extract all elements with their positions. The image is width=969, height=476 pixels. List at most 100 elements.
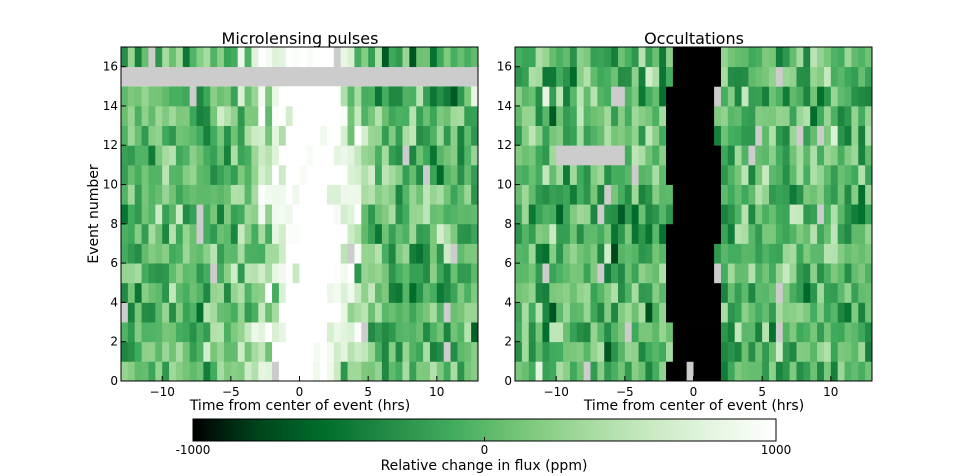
heatmap-cell xyxy=(762,341,770,362)
heatmap-cell xyxy=(734,361,742,382)
heatmap-cell xyxy=(830,341,839,362)
heatmap-cell xyxy=(450,223,458,244)
heatmap-cell xyxy=(611,66,619,87)
heatmap-cell xyxy=(803,223,811,244)
heatmap-cell xyxy=(741,66,749,87)
heatmap-cell xyxy=(203,125,211,146)
heatmap-cell xyxy=(624,223,633,244)
heatmap-cell xyxy=(528,361,536,382)
heatmap-cell xyxy=(409,164,417,185)
heatmap-cell xyxy=(769,302,777,323)
heatmap-cell xyxy=(714,164,722,185)
heatmap-cell xyxy=(121,341,129,362)
heatmap-cell xyxy=(769,282,777,303)
heatmap-cell xyxy=(381,105,390,126)
heatmap-cell xyxy=(464,263,472,284)
heatmap-cell xyxy=(700,341,708,362)
heatmap-cell xyxy=(175,282,184,303)
heatmap-cell xyxy=(515,125,523,146)
heatmap-cell xyxy=(727,223,736,244)
heatmap-cell xyxy=(217,341,225,362)
heatmap-cell xyxy=(450,125,458,146)
heatmap-cell xyxy=(542,204,550,225)
heatmap-cell xyxy=(762,164,770,185)
heatmap-cell xyxy=(169,282,177,303)
heatmap-cell xyxy=(127,243,136,264)
heatmap-cell xyxy=(306,322,314,343)
heatmap-cell xyxy=(299,204,307,225)
heatmap-cell xyxy=(810,105,818,126)
heatmap-cell xyxy=(563,125,571,146)
heatmap-cell xyxy=(189,282,197,303)
heatmap-cell xyxy=(659,223,667,244)
heatmap-cell xyxy=(542,282,550,303)
heatmap-cell xyxy=(272,223,280,244)
heatmap-cell xyxy=(782,263,791,284)
y-tick-label: 10 xyxy=(497,178,512,192)
heatmap-cell xyxy=(638,145,646,166)
heatmap-cell xyxy=(361,223,369,244)
heatmap-cell xyxy=(361,361,369,382)
heatmap-cell xyxy=(741,322,749,343)
heatmap-cell xyxy=(306,204,314,225)
heatmap-cell xyxy=(299,86,307,107)
heatmap-cell xyxy=(436,125,445,146)
heatmap-cell xyxy=(583,164,591,185)
heatmap-cell xyxy=(549,302,557,323)
heatmap-cell xyxy=(299,361,307,382)
heatmap-cell xyxy=(693,302,701,323)
heatmap-cell xyxy=(679,223,688,244)
heatmap-cell xyxy=(597,204,605,225)
heatmap-cell xyxy=(666,243,674,264)
heatmap-cell xyxy=(237,322,245,343)
heatmap-cell xyxy=(121,145,129,166)
heatmap-cell xyxy=(278,282,287,303)
heatmap-cell xyxy=(817,341,825,362)
heatmap-cell xyxy=(638,223,646,244)
heatmap-cell xyxy=(549,223,557,244)
heatmap-cell xyxy=(237,243,245,264)
heatmap-cell xyxy=(727,86,736,107)
heatmap-cell xyxy=(361,47,369,68)
heatmap-cell xyxy=(700,47,708,68)
heatmap-cell xyxy=(251,341,259,362)
heatmap-cell xyxy=(844,204,852,225)
heatmap-cell xyxy=(707,322,715,343)
heatmap-cell xyxy=(858,184,866,205)
heatmap-cell xyxy=(556,125,564,146)
heatmap-cell xyxy=(127,361,136,382)
heatmap-cell xyxy=(169,145,177,166)
heatmap-cell xyxy=(549,66,557,87)
heatmap-cell xyxy=(375,341,383,362)
heatmap-cell xyxy=(549,164,557,185)
heatmap-cell xyxy=(535,86,543,107)
heatmap-cell xyxy=(844,243,852,264)
heatmap-cell xyxy=(583,223,591,244)
heatmap-cell xyxy=(292,243,300,264)
heatmap-cell xyxy=(457,341,465,362)
heatmap-cell xyxy=(830,86,839,107)
heatmap-cell xyxy=(464,243,472,264)
heatmap-cell xyxy=(196,341,204,362)
heatmap-cell xyxy=(549,341,557,362)
heatmap-cell xyxy=(251,145,259,166)
y-tick-label: 14 xyxy=(103,99,118,113)
heatmap-cell xyxy=(686,243,694,264)
heatmap-cell xyxy=(450,282,458,303)
heatmap-cell xyxy=(347,86,355,107)
heatmap-cell xyxy=(223,243,232,264)
heatmap-cell xyxy=(686,361,694,382)
heatmap-cell xyxy=(409,282,417,303)
heatmap-cell xyxy=(714,282,722,303)
heatmap-cell xyxy=(865,86,873,107)
heatmap-cell xyxy=(741,263,749,284)
heatmap-cell xyxy=(714,47,722,68)
heatmap-cell xyxy=(789,164,797,185)
heatmap-cell xyxy=(230,204,239,225)
heatmap-cell xyxy=(182,145,191,166)
heatmap-cell xyxy=(817,204,825,225)
y-tick-label: 8 xyxy=(110,217,118,231)
heatmap-cell xyxy=(326,263,335,284)
heatmap-cell xyxy=(189,204,197,225)
heatmap-cell xyxy=(535,302,543,323)
